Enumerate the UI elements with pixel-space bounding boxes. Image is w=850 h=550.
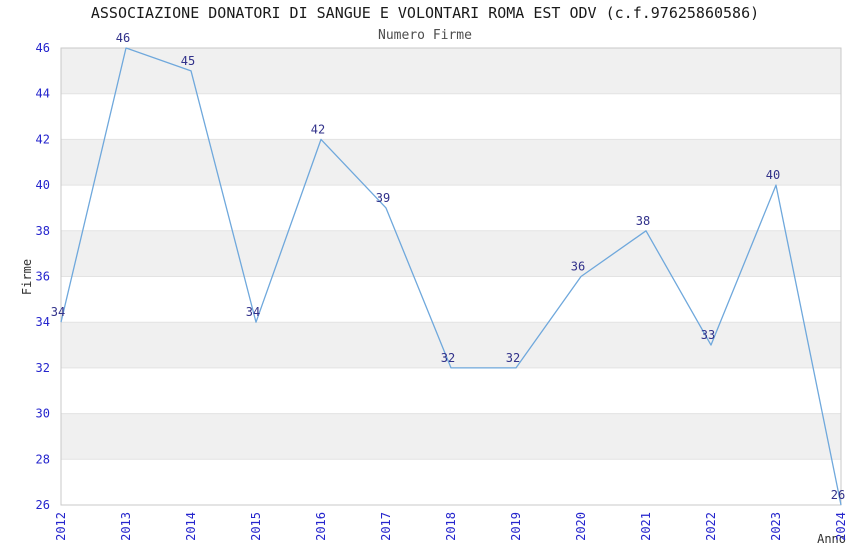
point-label: 34 [51, 305, 65, 319]
x-tick-label: 2020 [574, 512, 588, 541]
plot-border [60, 47, 842, 506]
x-tick-label: 2021 [639, 512, 653, 541]
x-axis-ticks: 2012 2013 2014 2015 2016 2017 2018 2019 2020 2021… [54, 512, 848, 541]
y-axis-ticks: 26 28 30 32 34 36 38 40 42 44 46 [36, 41, 50, 512]
x-tick-label: 2013 [119, 512, 133, 541]
x-tick-label: 2016 [314, 512, 328, 541]
point-label: 42 [311, 122, 325, 136]
point-label: 26 [831, 488, 845, 502]
y-axis-title: Firme [20, 259, 34, 295]
y-tick-label: 46 [36, 41, 50, 55]
y-tick-label: 28 [36, 452, 50, 466]
point-label: 32 [506, 351, 520, 365]
x-axis-title: Anno [817, 532, 846, 546]
x-tick-label: 2023 [769, 512, 783, 541]
x-tick-label: 2015 [249, 512, 263, 541]
point-label: 36 [571, 260, 585, 274]
plot-band [61, 185, 841, 231]
y-tick-label: 34 [36, 315, 50, 329]
point-labels: 34 46 45 34 42 39 32 32 36 38 33 40 26 [51, 31, 845, 502]
plot-band [61, 48, 841, 94]
point-label: 39 [376, 191, 390, 205]
x-tick-label: 2018 [444, 512, 458, 541]
point-label: 33 [701, 328, 715, 342]
plot-band [61, 276, 841, 323]
point-label: 32 [441, 351, 455, 365]
y-tick-label: 42 [36, 132, 50, 146]
point-label: 40 [766, 168, 780, 182]
y-tick-label: 38 [36, 224, 50, 238]
x-tick-label: 2024 [834, 512, 848, 541]
y-tick-label: 36 [36, 270, 50, 284]
chart-title: ASSOCIAZIONE DONATORI DI SANGUE E VOLONT… [90, 4, 760, 22]
plot-bands [61, 48, 841, 505]
point-label: 34 [246, 305, 260, 319]
plot-band [61, 413, 841, 460]
y-tick-label: 44 [36, 87, 50, 101]
x-tick-label: 2019 [509, 512, 523, 541]
point-label: 38 [636, 214, 650, 228]
plot-band [61, 459, 841, 505]
chart-subtitle: Numero Firme [378, 28, 472, 43]
plot-band [61, 367, 841, 414]
data-line [60, 47, 842, 506]
y-tick-label: 40 [36, 178, 50, 192]
plot-band [61, 230, 841, 277]
point-label: 46 [116, 31, 130, 45]
x-tick-label: 2017 [379, 512, 393, 541]
y-tick-label: 32 [36, 361, 50, 375]
x-tick-label: 2012 [54, 512, 68, 541]
x-tick-label: 2022 [704, 512, 718, 541]
y-tick-label: 26 [36, 498, 50, 512]
plot-band [61, 93, 841, 140]
y-tick-label: 30 [36, 407, 50, 421]
point-label: 45 [181, 54, 195, 68]
x-tick-label: 2014 [184, 512, 198, 541]
plot-band [61, 139, 841, 186]
